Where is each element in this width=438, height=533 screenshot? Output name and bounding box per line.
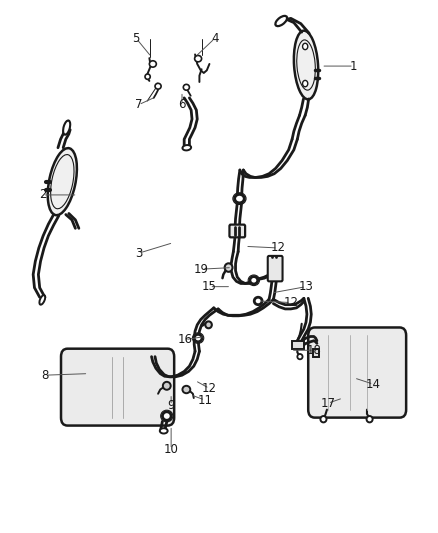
Text: 8: 8 <box>41 369 49 382</box>
Text: 10: 10 <box>164 443 179 456</box>
Ellipse shape <box>250 277 258 284</box>
Text: 12: 12 <box>202 382 217 395</box>
Text: 15: 15 <box>202 280 217 293</box>
Ellipse shape <box>303 43 308 50</box>
Ellipse shape <box>205 321 212 328</box>
Ellipse shape <box>367 416 373 422</box>
Text: 11: 11 <box>198 393 212 407</box>
Ellipse shape <box>183 386 190 393</box>
Ellipse shape <box>321 416 326 422</box>
Text: 9: 9 <box>167 399 175 412</box>
Text: 6: 6 <box>178 98 186 111</box>
Ellipse shape <box>63 120 70 135</box>
Text: 13: 13 <box>299 280 314 293</box>
Text: 7: 7 <box>135 98 142 111</box>
Text: 14: 14 <box>366 378 381 391</box>
Ellipse shape <box>254 297 262 305</box>
Ellipse shape <box>48 148 77 215</box>
Ellipse shape <box>163 382 171 390</box>
Text: 3: 3 <box>135 247 142 260</box>
Ellipse shape <box>194 55 201 62</box>
Ellipse shape <box>297 354 303 359</box>
Text: 12: 12 <box>270 241 285 254</box>
Ellipse shape <box>235 195 244 203</box>
Ellipse shape <box>276 16 287 26</box>
FancyBboxPatch shape <box>308 327 406 418</box>
Text: 17: 17 <box>320 397 336 410</box>
Ellipse shape <box>183 145 191 150</box>
Bar <box>313 349 319 357</box>
Text: 1: 1 <box>350 60 358 72</box>
Text: 2: 2 <box>39 189 46 201</box>
Ellipse shape <box>162 412 171 420</box>
Text: 4: 4 <box>211 32 219 45</box>
Ellipse shape <box>303 80 308 87</box>
FancyBboxPatch shape <box>61 349 174 425</box>
FancyBboxPatch shape <box>268 256 283 281</box>
FancyBboxPatch shape <box>230 224 245 237</box>
Text: 16: 16 <box>177 333 193 346</box>
Ellipse shape <box>184 84 189 90</box>
Ellipse shape <box>194 334 202 342</box>
Text: 18: 18 <box>307 344 321 357</box>
Ellipse shape <box>160 428 168 433</box>
Text: 12: 12 <box>283 296 298 309</box>
Text: 19: 19 <box>194 263 209 276</box>
Bar <box>292 341 304 349</box>
Text: 5: 5 <box>133 32 140 45</box>
Ellipse shape <box>155 83 161 89</box>
Ellipse shape <box>149 61 156 67</box>
Ellipse shape <box>294 31 318 99</box>
Ellipse shape <box>145 74 150 79</box>
Ellipse shape <box>39 295 45 305</box>
Ellipse shape <box>225 263 233 272</box>
